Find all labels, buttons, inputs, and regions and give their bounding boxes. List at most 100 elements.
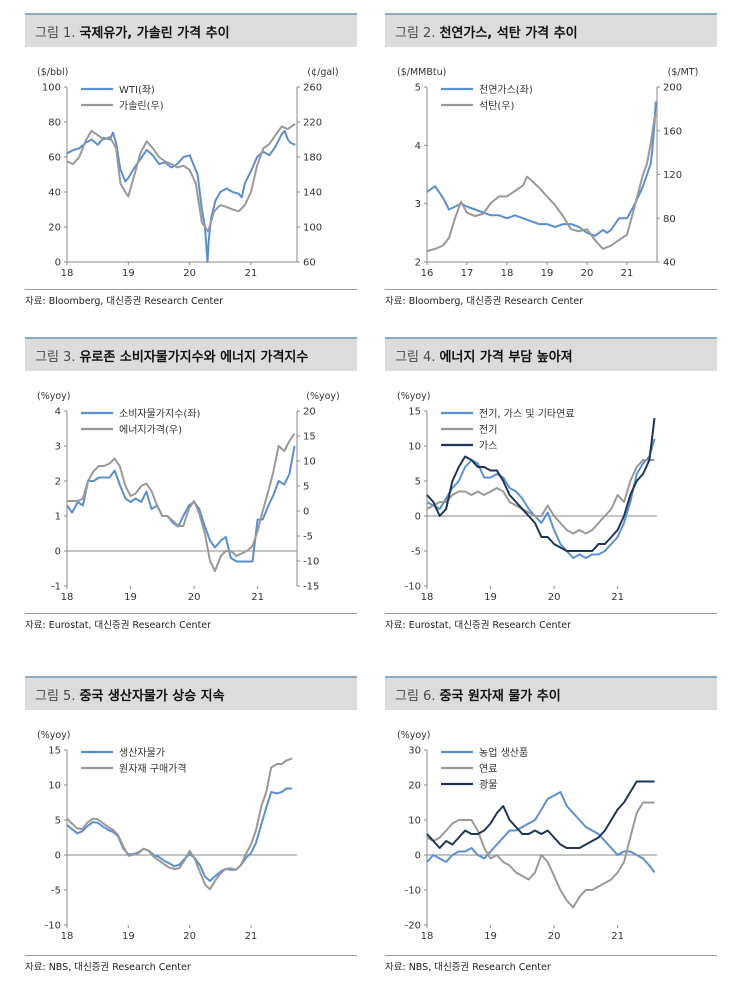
figure-source: 자료: Bloomberg, 대신증권 Research Center — [385, 289, 717, 307]
series-line-3 — [426, 780, 655, 849]
figure-panel-3: 그림 3. 유로존 소비자물가지수와 에너지 가격지수 (%yoy) (%yoy) -… — [25, 337, 357, 637]
legend-label: 전기, 가스 및 기타연료 — [479, 408, 575, 420]
figure-source: 자료: NBS, 대신증권 Research Center — [385, 955, 717, 973]
figure-panel-2: 그림 2. 천연가스, 석탄 가격 추이 ($/MMBtu) ($/MT) 2 3 4 5 4… — [385, 13, 717, 313]
y-tick-label-left: 0 — [55, 851, 61, 862]
y-tick-label-left: 100 — [42, 83, 61, 94]
y-tick-label-left: 20 — [48, 223, 61, 234]
x-tick-label: 18 — [421, 592, 434, 603]
x-tick-label: 21 — [251, 592, 264, 603]
series-line-2 — [66, 122, 296, 233]
figure-number: 그림 2. — [395, 26, 436, 41]
legend-label: 농업 생산품 — [479, 746, 528, 759]
series-line-1 — [426, 438, 656, 559]
x-tick-label: 21 — [611, 931, 624, 942]
figure-header: 그림 5. 중국 생산자물가 상승 지속 — [25, 676, 357, 710]
legend-label: 석탄(우) — [479, 100, 515, 112]
y-tick-label-left: 0 — [415, 512, 421, 523]
y-tick-label-left: 20 — [408, 781, 421, 792]
series-line-1 — [66, 787, 293, 882]
y-axis-left-label: ($/bbl) — [37, 67, 68, 78]
x-tick-label: 18 — [501, 268, 514, 279]
y-tick-label-right: 200 — [663, 83, 682, 94]
y-tick-label-left: -1 — [51, 582, 61, 593]
y-tick-label-right: 140 — [303, 188, 322, 199]
legend-label: 에너지가격(우) — [119, 423, 182, 436]
y-tick-label-right: 5 — [303, 482, 309, 493]
y-tick-label-left: 3 — [415, 199, 421, 210]
x-tick-label: 20 — [183, 268, 196, 279]
legend-label: 가스 — [479, 440, 497, 452]
y-tick-label-right: 0 — [303, 507, 309, 518]
figure-panel-4: 그림 4. 에너지 가격 부담 높아져 (%yoy) -10 -5 0 5 10 15 18 19… — [385, 337, 717, 637]
y-tick-label-left: 0 — [55, 258, 61, 269]
figure-title: 에너지 가격 부담 높아져 — [439, 350, 573, 365]
y-tick-label-right: 80 — [663, 214, 676, 225]
series-line-2 — [67, 432, 296, 572]
y-tick-label-right: 220 — [303, 118, 322, 129]
y-axis-right-label: (%yoy) — [306, 391, 340, 402]
y-axis-left-label: (%yoy) — [397, 391, 431, 402]
legend-label: 가솔린(우) — [119, 100, 164, 112]
y-tick-label-left: -5 — [411, 547, 421, 558]
legend-label: 천연가스(좌) — [479, 84, 533, 96]
x-tick-label: 17 — [461, 268, 474, 279]
y-tick-label-left: 0 — [415, 851, 421, 862]
x-tick-label: 18 — [61, 931, 74, 942]
legend-label: 연료 — [479, 763, 497, 775]
figure-title: 천연가스, 석탄 가격 추이 — [439, 26, 578, 41]
figure-title: 유로존 소비자물가지수와 에너지 가격지수 — [79, 350, 309, 365]
chart-svg: (%yoy) -10 -5 0 5 10 15 18 19 20 21 전기, 가스 및 기타연료전기… — [397, 391, 657, 603]
figure-panel-6: 그림 6. 중국 원자재 물가 추이 (%yoy) -20 -10 0 10 20 30 18 1… — [385, 676, 717, 976]
series-line-3 — [426, 417, 656, 552]
series-line-2 — [66, 757, 293, 891]
series-line-1 — [66, 445, 296, 563]
y-tick-label-left: 10 — [48, 781, 61, 792]
series-line-1 — [426, 101, 657, 237]
y-tick-label-left: -10 — [45, 921, 61, 932]
series-line-2 — [426, 459, 655, 535]
figure-header: 그림 6. 중국 원자재 물가 추이 — [385, 676, 717, 710]
y-tick-label-right: 60 — [303, 258, 316, 269]
x-tick-label: 19 — [484, 592, 497, 603]
x-tick-label: 20 — [188, 592, 201, 603]
y-tick-label-left: 5 — [55, 816, 61, 827]
figure-header: 그림 4. 에너지 가격 부담 높아져 — [385, 337, 717, 371]
y-tick-label-left: 15 — [408, 407, 421, 418]
y-tick-label-right: 120 — [663, 170, 682, 181]
y-tick-label-right: 10 — [303, 457, 316, 468]
y-axis-left-label: (%yoy) — [37, 730, 71, 741]
legend-label: 소비자물가지수(좌) — [119, 408, 201, 420]
figure-source: 자료: Eurostat, 대신증권 Research Center — [25, 613, 357, 631]
figure-title: 중국 원자재 물가 추이 — [439, 689, 561, 704]
figure-header: 그림 3. 유로존 소비자물가지수와 에너지 가격지수 — [25, 337, 357, 371]
x-tick-label: 21 — [245, 268, 258, 279]
x-tick-label: 18 — [421, 931, 434, 942]
x-tick-label: 20 — [548, 592, 561, 603]
x-tick-label: 18 — [61, 592, 74, 603]
figure-title: 국제유가, 가솔린 가격 추이 — [79, 26, 230, 41]
figure-source: 자료: Bloomberg, 대신증권 Research Center — [25, 289, 357, 307]
y-tick-label-left: -10 — [405, 886, 421, 897]
y-axis-left-label: (%yoy) — [37, 391, 71, 402]
figure-number: 그림 1. — [35, 26, 76, 41]
series-line-1 — [66, 129, 296, 263]
x-tick-label: 18 — [61, 268, 74, 279]
figure-header: 그림 2. 천연가스, 석탄 가격 추이 — [385, 13, 717, 47]
y-tick-label-left: 2 — [415, 258, 421, 269]
x-tick-label: 19 — [541, 268, 554, 279]
y-tick-label-left: -20 — [405, 921, 421, 932]
y-tick-label-left: 2 — [55, 477, 61, 488]
y-tick-label-left: 3 — [55, 442, 61, 453]
y-tick-label-left: 0 — [55, 547, 61, 558]
y-tick-label-left: 5 — [415, 83, 421, 94]
y-tick-label-left: 4 — [55, 407, 61, 418]
y-axis-right-label: ($/MT) — [668, 67, 699, 78]
y-tick-label-left: -10 — [405, 582, 421, 593]
series-line-1 — [426, 791, 656, 874]
y-axis-left-label: ($/MMBtu) — [397, 67, 446, 78]
y-tick-label-left: 10 — [408, 442, 421, 453]
chart-svg: ($/MMBtu) ($/MT) 2 3 4 5 40 80 120 160 200 16 17 18 19… — [397, 67, 699, 279]
